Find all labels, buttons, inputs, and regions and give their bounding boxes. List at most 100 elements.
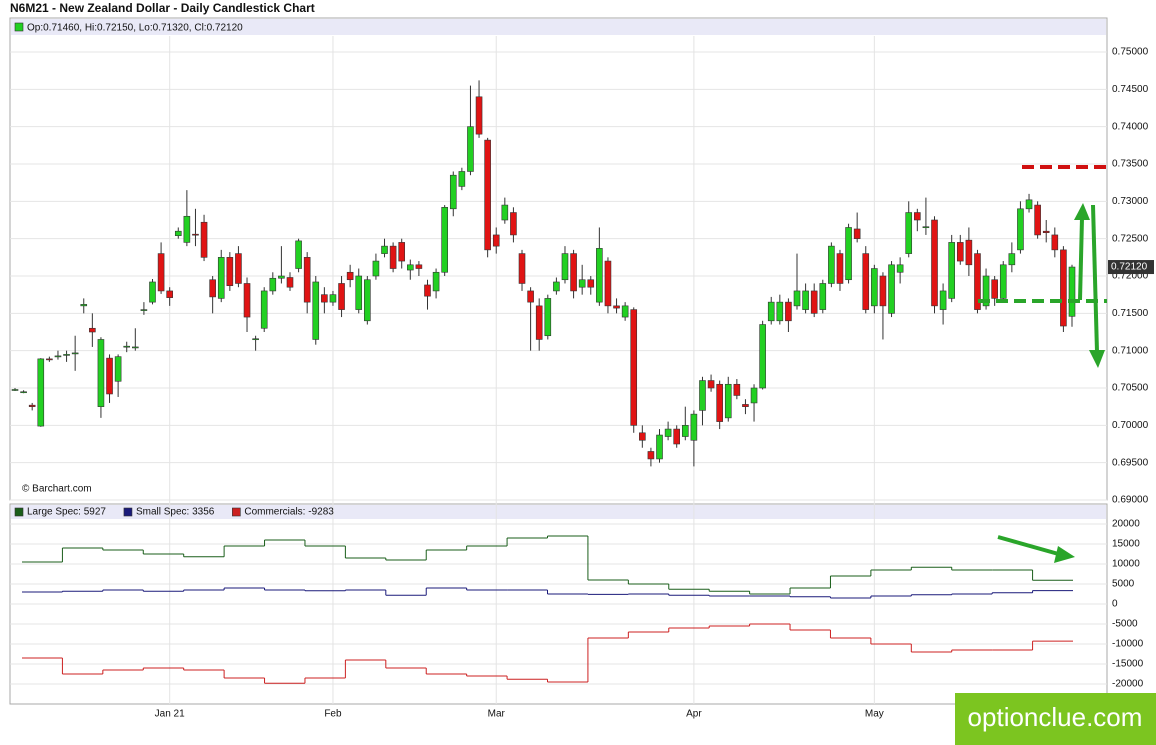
candle-body [1034, 204, 1041, 236]
candle-body [183, 215, 191, 243]
candle-body [828, 245, 835, 284]
candle-body [819, 283, 827, 310]
candle-body [200, 221, 208, 258]
candle-body [1017, 208, 1024, 251]
candle-body [1051, 234, 1059, 251]
candle-body [879, 275, 887, 307]
y-tick-label: 0.74500 [1112, 84, 1149, 95]
price-panel [9, 17, 1108, 501]
watermark-box [955, 693, 1156, 745]
y-tick-label: 0 [1112, 599, 1118, 610]
candle-body [71, 352, 79, 355]
candle-body [63, 354, 70, 356]
info-band [11, 19, 1106, 35]
candle-body [441, 207, 448, 273]
candle-body [630, 309, 638, 426]
candle-body [398, 242, 406, 262]
candle-body [905, 212, 913, 254]
candle-body [114, 356, 122, 382]
candle-body [974, 253, 981, 310]
y-tick-label: 10000 [1112, 559, 1140, 570]
candle-body [424, 284, 431, 297]
candle-body [346, 271, 354, 281]
candle-body [28, 404, 36, 407]
y-tick-label: 0.70000 [1112, 420, 1149, 431]
candle-body [355, 275, 363, 310]
y-tick-label: 0.73500 [1112, 159, 1149, 170]
candle-body [750, 387, 758, 404]
candle-body [217, 257, 225, 299]
candle-body [956, 242, 964, 262]
candle-body [149, 281, 156, 303]
y-tick-label: 0.71000 [1112, 345, 1149, 356]
candle-body [389, 245, 397, 269]
candle-body [785, 301, 792, 322]
y-tick-label: 0.75000 [1112, 47, 1149, 58]
candle-body [1008, 253, 1016, 266]
arrows [997, 203, 1105, 563]
y-tick-label: 0.72500 [1112, 233, 1149, 244]
candle-body [226, 257, 234, 287]
candle-body [544, 298, 552, 337]
candle-body [484, 139, 491, 251]
legend-label: Large Spec: 5927 [27, 507, 106, 518]
legend-label: Small Spec: 3356 [136, 507, 215, 518]
candle-body [570, 253, 577, 292]
x-tick-label: Feb [324, 709, 342, 720]
y-tick-label: -10000 [1112, 639, 1144, 650]
candle-body [303, 257, 311, 303]
candle-body [166, 290, 173, 298]
candle-body [1025, 199, 1033, 210]
candle-body [449, 174, 457, 210]
candle-body [501, 204, 509, 221]
candle-body [948, 242, 955, 299]
y-tick-label: 0.69500 [1112, 457, 1149, 468]
candle-body [922, 226, 930, 229]
y-tick-label: 5000 [1112, 579, 1135, 590]
candle-body [853, 228, 861, 239]
candle-body [699, 380, 706, 411]
candle-body [372, 260, 380, 277]
legend-swatch [14, 507, 24, 517]
candle-body [578, 279, 586, 288]
candle-body [939, 290, 947, 310]
candle-body [209, 279, 216, 298]
candle-body [535, 305, 543, 340]
y-tick-label: 0.74000 [1112, 121, 1149, 132]
y-tick-label: 0.73000 [1112, 196, 1149, 207]
legend-label: Commercials: -9283 [244, 507, 334, 518]
info-swatch [14, 22, 24, 32]
y-tick-label: 0.70500 [1112, 383, 1149, 394]
last-price-box [1108, 260, 1154, 275]
candle-body [767, 301, 775, 322]
y-tick-label: -20000 [1112, 679, 1144, 690]
candle-body [381, 245, 388, 254]
candle-body [80, 304, 88, 307]
candle-body [97, 339, 105, 407]
candle-body [527, 290, 534, 303]
candle-body [561, 253, 569, 281]
candle-body [888, 264, 895, 314]
candle-body [613, 305, 620, 309]
candle-body [329, 294, 337, 303]
candle-body [604, 260, 612, 307]
x-tick-label: May [865, 709, 884, 720]
candle-body [553, 281, 560, 292]
candle-body [157, 253, 165, 292]
candle-body [243, 283, 251, 318]
candle-body [467, 126, 474, 172]
candle-body [802, 290, 809, 310]
candle-body [931, 219, 938, 307]
candle-body [647, 451, 655, 460]
candle-body [475, 96, 483, 135]
candle-body [639, 432, 646, 441]
candle-body [123, 345, 131, 348]
marks [11, 80, 1076, 684]
candle-body [991, 279, 998, 299]
candle-body [656, 434, 663, 460]
candle-body [106, 357, 113, 395]
candle-body [364, 279, 371, 322]
candle-body [1068, 266, 1076, 317]
y-tick-label: 15000 [1112, 539, 1140, 550]
last-price-label: 0.72120 [1111, 262, 1148, 273]
